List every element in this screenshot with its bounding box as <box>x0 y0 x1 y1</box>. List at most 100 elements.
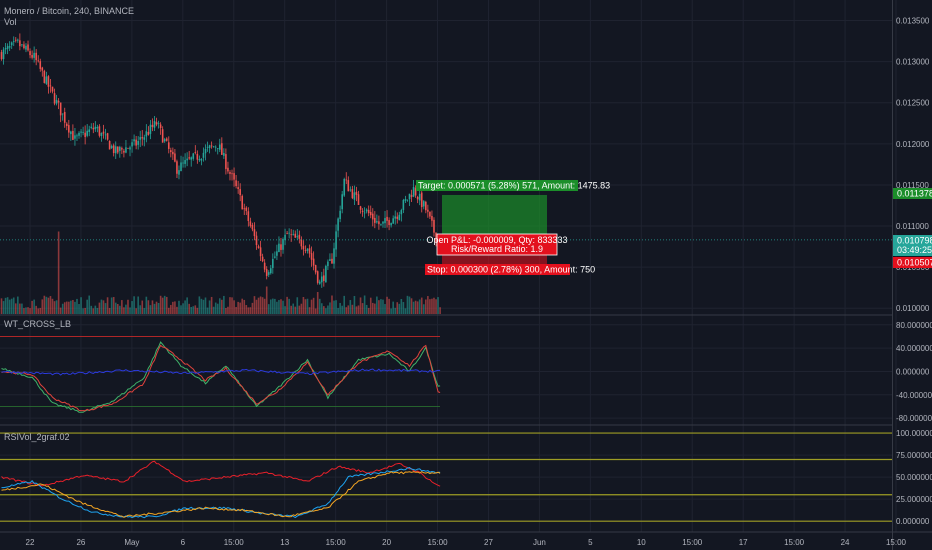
volume-bar <box>429 299 431 314</box>
candle-body <box>390 223 392 226</box>
volume-bar <box>37 308 40 314</box>
candle-body <box>243 208 246 210</box>
candle-body <box>21 44 23 46</box>
volume-bar <box>161 297 164 314</box>
candle-body <box>116 146 119 153</box>
volume-bar <box>72 300 74 314</box>
volume-bar <box>98 302 101 314</box>
candle-body <box>298 234 301 239</box>
volume-bar <box>31 300 33 314</box>
volume-bar <box>25 307 27 314</box>
candle-body <box>345 179 348 181</box>
candle-body <box>255 235 258 246</box>
candle-body <box>45 76 48 84</box>
volume-bar <box>172 301 174 314</box>
series-line-rsi <box>1 460 441 487</box>
volume-bar <box>378 300 380 314</box>
volume-bar <box>63 302 66 314</box>
candle-body <box>216 148 219 149</box>
candle-body <box>121 148 123 150</box>
candle-body <box>139 137 142 140</box>
volume-bar <box>153 303 156 314</box>
series-line-wt_diff <box>1 368 441 376</box>
candle-body <box>61 113 64 115</box>
candle-body <box>361 210 364 212</box>
candle-body <box>402 200 405 210</box>
candle-body <box>274 256 276 258</box>
candle-body <box>223 152 225 156</box>
candle-body <box>394 216 397 219</box>
candle-body <box>157 123 160 125</box>
x-tick-label: 13 <box>280 538 289 547</box>
candle-body <box>153 121 156 128</box>
y-tick-label: 0.000000 <box>896 367 930 376</box>
candle-body <box>369 211 372 216</box>
volume-bar <box>231 297 233 314</box>
candle-body <box>245 207 248 211</box>
long-position-tool[interactable] <box>0 194 892 267</box>
volume-bar <box>74 301 76 314</box>
y-tick-label: 50.000000 <box>896 473 932 482</box>
current-price-tag-box <box>893 235 932 256</box>
y-tick-label: 80.000000 <box>896 321 932 330</box>
candle-body <box>8 46 11 48</box>
candle-body <box>239 189 241 196</box>
volume-bar <box>80 297 82 314</box>
y-tick-label: 25.000000 <box>896 495 932 504</box>
volume-bar <box>157 302 160 314</box>
candle-body <box>210 145 213 147</box>
candle-body <box>98 126 101 136</box>
candle-body <box>102 131 105 134</box>
candle-body <box>82 132 84 133</box>
volume-bar <box>135 308 137 314</box>
candle-body <box>204 148 207 154</box>
candle-body <box>35 52 37 61</box>
candle-body <box>408 193 411 200</box>
candle-body <box>363 212 366 214</box>
candle-body <box>261 256 264 262</box>
candle-body <box>133 139 135 142</box>
candlestick-series <box>0 33 441 288</box>
candle-body <box>276 251 278 256</box>
volume-bar <box>414 300 417 314</box>
volume-bar <box>286 296 288 314</box>
x-tick-label: 15:00 <box>326 538 347 547</box>
volume-bar <box>184 300 186 314</box>
volume-bar <box>416 301 419 314</box>
candle-body <box>425 201 427 211</box>
volume-bar <box>347 305 350 314</box>
volume-bar <box>339 302 341 314</box>
candle-body <box>94 126 97 130</box>
candle-body <box>306 248 309 251</box>
candle-body <box>229 172 231 174</box>
volume-bar <box>227 306 229 314</box>
volume-bar <box>68 301 70 314</box>
volume-bar <box>55 300 58 314</box>
candle-body <box>316 271 319 283</box>
candle-body <box>257 246 260 248</box>
stop-label-box <box>425 264 570 275</box>
candle-body <box>233 173 235 180</box>
volume-bar <box>243 299 246 314</box>
candle-body <box>108 140 111 150</box>
candle-body <box>337 218 339 231</box>
y-tick-label: 0.012500 <box>896 99 930 108</box>
volume-bar <box>422 304 425 314</box>
volume-bar <box>4 297 7 314</box>
candle-body <box>412 186 415 197</box>
candle-body <box>410 195 413 197</box>
volume-bar <box>214 302 217 314</box>
candle-body <box>202 152 205 158</box>
volume-bar <box>202 299 205 314</box>
candle-body <box>400 210 403 215</box>
candle-body <box>422 201 425 207</box>
volume-bar <box>304 299 307 314</box>
volume-bar <box>178 300 180 314</box>
candle-body <box>167 142 170 149</box>
volume-bar <box>10 298 13 314</box>
candle-body <box>53 93 56 104</box>
candle-body <box>196 153 199 160</box>
volume-bar <box>17 296 19 314</box>
candle-body <box>241 195 244 210</box>
